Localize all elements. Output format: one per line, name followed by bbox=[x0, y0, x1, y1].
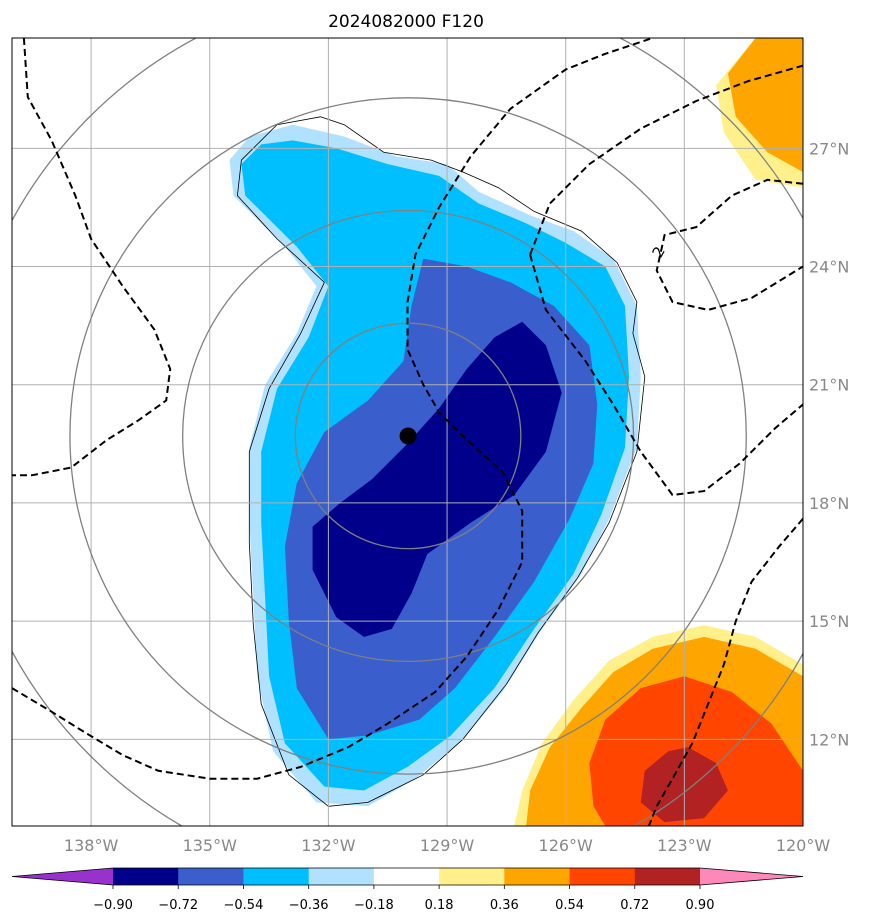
colorbar-tick-label-2: −0.54 bbox=[224, 898, 264, 913]
dashed-contour-5 bbox=[647, 518, 803, 826]
x-tick-label-4: 126°W bbox=[539, 836, 594, 855]
x-tick-label-3: 129°W bbox=[420, 836, 475, 855]
x-tick-label-1: 135°W bbox=[183, 836, 238, 855]
colorbar-extend-low bbox=[12, 868, 113, 885]
dashed-contour-0 bbox=[12, 38, 172, 477]
colorbar-segment-5 bbox=[439, 868, 505, 885]
colorbar-tick-label-1: −0.72 bbox=[158, 898, 198, 913]
colorbar-segment-0 bbox=[113, 868, 179, 885]
dashed-contour-3 bbox=[529, 254, 803, 497]
y-tick-label-3: 18°N bbox=[809, 494, 849, 513]
filled-fields bbox=[229, 38, 803, 826]
dashed-contour-4 bbox=[655, 178, 803, 311]
colorbar-segment-3 bbox=[308, 868, 375, 885]
x-tick-label-6: 120°W bbox=[776, 836, 831, 855]
colorbar-segment-1 bbox=[178, 868, 244, 885]
colorbar-tick-label-4: −0.18 bbox=[354, 898, 394, 913]
range-ring-2 bbox=[69, 97, 747, 775]
x-axis-ticks: 138°W 135°W 132°W 129°W 126°W 123°W 120°W bbox=[64, 836, 830, 855]
colorbar-tick-label-5: 0.18 bbox=[425, 898, 454, 913]
zero-contour bbox=[236, 116, 646, 807]
y-tick-label-2: 21°N bbox=[809, 376, 849, 395]
colorbar-tick-label-0: −0.90 bbox=[93, 898, 133, 913]
dashed-contours bbox=[12, 38, 803, 826]
colorbar-extend-high bbox=[700, 868, 803, 885]
colorbar-segment-2 bbox=[243, 868, 310, 885]
colorbar-tick-label-8: 0.72 bbox=[620, 898, 649, 913]
x-tick-label-0: 138°W bbox=[64, 836, 119, 855]
x-tick-label-2: 132°W bbox=[301, 836, 356, 855]
range-rings bbox=[12, 38, 803, 826]
range-ring-1 bbox=[182, 209, 635, 663]
plot-frame bbox=[11, 37, 804, 827]
chart-title: 2024082000 F120 bbox=[328, 12, 484, 32]
colorbar-tick-label-7: 0.54 bbox=[555, 898, 584, 913]
colorbar: −0.90 −0.72 −0.54 −0.36 −0.18 0.18 0.36 0.54 0.7… bbox=[11, 867, 804, 913]
y-tick-label-1: 24°N bbox=[809, 258, 849, 277]
colorbar-segment-6 bbox=[504, 868, 571, 885]
dashed-contour-2 bbox=[529, 64, 803, 256]
y-axis-ticks: 27°N 24°N 21°N 18°N 15°N 12°N bbox=[809, 139, 849, 749]
x-tick-label-5: 123°W bbox=[657, 836, 712, 855]
colorbar-segment-7 bbox=[569, 868, 636, 885]
storm-center-marker bbox=[399, 427, 417, 445]
colorbar-tick-label-9: 0.90 bbox=[686, 898, 715, 913]
gridlines bbox=[12, 38, 803, 826]
zero-line bbox=[236, 116, 646, 807]
map-plot-area: 2 bbox=[12, 38, 803, 826]
y-tick-label-4: 15°N bbox=[809, 612, 849, 631]
field-5 bbox=[727, 38, 803, 172]
y-tick-label-5: 12°N bbox=[809, 730, 849, 749]
colorbar-segment-8 bbox=[634, 868, 701, 885]
colorbar-segment-4 bbox=[373, 868, 440, 885]
dashed-contour-1 bbox=[12, 38, 654, 780]
colorbar-tick-label-3: −0.36 bbox=[289, 898, 329, 913]
field-3 bbox=[312, 321, 562, 637]
colorbar-tick-label-6: 0.36 bbox=[490, 898, 519, 913]
y-tick-label-0: 27°N bbox=[809, 139, 849, 158]
